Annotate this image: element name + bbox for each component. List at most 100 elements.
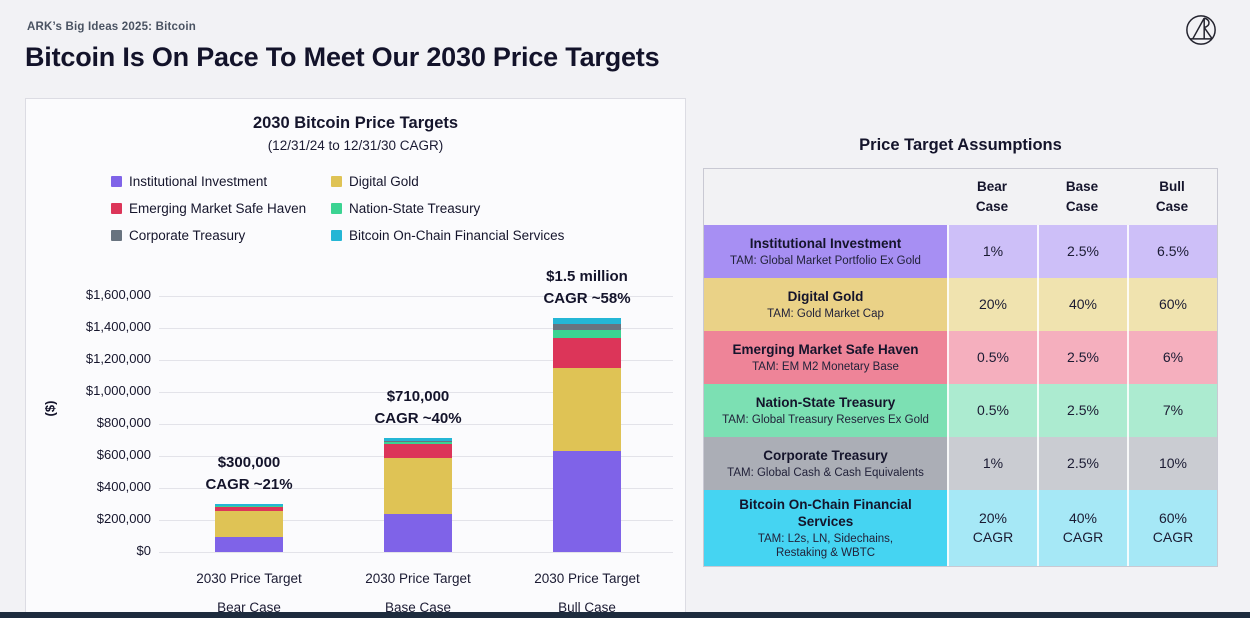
gridline	[159, 552, 673, 553]
bar-segment	[553, 329, 621, 338]
row-tam: TAM: Global Treasury Reserves Ex Gold	[722, 414, 929, 426]
plot-area: $1,600,000 $1,400,000 $1,200,000 $1,000,000…	[86, 268, 673, 615]
legend-item: Nation-State Treasury	[331, 201, 564, 216]
breadcrumb: ARK’s Big Ideas 2025: Bitcoin	[27, 21, 196, 33]
legend-label: Emerging Market Safe Haven	[129, 201, 307, 216]
page-title: Bitcoin Is On Pace To Meet Our 2030 Pric…	[25, 42, 660, 72]
bar-segment	[553, 368, 621, 452]
bar-segment	[384, 438, 452, 442]
column-header: Bear Case	[975, 179, 1009, 214]
footer-bar	[0, 612, 1250, 618]
row-tam: TAM: Global Market Portfolio Ex Gold	[730, 255, 921, 267]
bar-segment	[384, 441, 452, 445]
legend-swatch-icon	[111, 176, 122, 187]
assumptions-panel: Price Target Assumptions Bear Case Base C…	[703, 136, 1218, 567]
value-cell: 2.5%	[1037, 331, 1127, 384]
table-title: Price Target Assumptions	[859, 136, 1062, 154]
y-tick-label: $1,000,000	[85, 383, 151, 398]
row-name: Emerging Market Safe Haven	[732, 342, 919, 357]
bar-segment	[553, 323, 621, 330]
stacked-bar-bear-case	[215, 504, 283, 552]
bar-annotation: $300,000 CAGR ~21%	[164, 452, 334, 496]
annotation-total: $710,000	[386, 388, 450, 406]
row-name: Nation-State Treasury	[755, 395, 896, 410]
legend-swatch-icon	[111, 230, 122, 241]
y-tick-label: $200,000	[96, 511, 151, 526]
row-label-cell: Bitcoin On-Chain Financial Services TAM: …	[704, 490, 947, 566]
y-tick-label: $1,400,000	[85, 319, 151, 334]
row-name: Institutional Investment	[749, 236, 902, 251]
y-tick-label: $600,000	[96, 447, 151, 462]
value-cell: 2.5%	[1037, 225, 1127, 278]
value-cell: 0.5%	[947, 331, 1037, 384]
value-cell: 2.5%	[1037, 384, 1127, 437]
annotation-cagr: CAGR ~40%	[374, 410, 462, 428]
table-header-row: Bear Case Base Case Bull Case	[704, 169, 1217, 225]
row-label-cell: Institutional Investment TAM: Global Mark…	[704, 225, 947, 278]
y-tick-label: $1,600,000	[85, 287, 151, 302]
bar-segment	[553, 337, 621, 369]
bar-segment	[215, 505, 283, 507]
chart-panel: 2030 Bitcoin Price Targets (12/31/24 to …	[25, 98, 686, 618]
stacked-bar-base-case	[384, 438, 452, 552]
x-axis-label-line1: 2030 Price Target	[365, 571, 471, 586]
row-label-cell: Digital Gold TAM: Gold Market Cap	[704, 278, 947, 331]
bar-segment	[384, 444, 452, 458]
table-row: Bitcoin On-Chain Financial Services TAM: …	[704, 490, 1217, 566]
value-cell: 6.5%	[1127, 225, 1217, 278]
value-cell: 2.5%	[1037, 437, 1127, 490]
annotation-cagr: CAGR ~21%	[205, 476, 293, 493]
value-cell: 40%	[1037, 278, 1127, 331]
x-axis-label: 2030 Price Target Bear Case	[164, 564, 334, 618]
y-tick-label: $800,000	[96, 415, 151, 430]
bar-segment	[553, 318, 621, 324]
x-axis-label-line1: 2030 Price Target	[196, 571, 302, 586]
value-cell: 40% CAGR	[1037, 490, 1127, 566]
chart-subtitle: (12/31/24 to 12/31/30 CAGR)	[267, 138, 444, 153]
bar-segment	[215, 504, 283, 506]
row-label-cell: Corporate Treasury TAM: Global Cash & Cas…	[704, 437, 947, 490]
legend-item: Emerging Market Safe Haven	[111, 201, 331, 216]
column-header: Base Case	[1065, 179, 1099, 214]
row-name: Digital Gold	[787, 289, 864, 304]
gridline	[159, 360, 673, 361]
bar-segment	[553, 451, 621, 552]
bar-segment	[384, 457, 452, 514]
gridline	[159, 328, 673, 329]
value-cell: 1%	[947, 225, 1037, 278]
row-tam: TAM: Gold Market Cap	[767, 308, 884, 320]
legend-label: Nation-State Treasury	[349, 201, 481, 216]
legend-item: Corporate Treasury	[111, 228, 331, 243]
table-row: Corporate Treasury TAM: Global Cash & Cas…	[704, 437, 1217, 490]
value-cell: 0.5%	[947, 384, 1037, 437]
bar-segment	[215, 507, 283, 511]
legend-item: Institutional Investment	[111, 174, 331, 189]
row-tam: TAM: Global Cash & Cash Equivalents	[727, 467, 924, 479]
bar-segment	[215, 510, 283, 537]
legend-item: Bitcoin On-Chain Financial Services	[331, 228, 564, 243]
column-header-spacer	[704, 169, 947, 225]
table-row: Institutional Investment TAM: Global Mark…	[704, 225, 1217, 278]
stacked-bar-bull-case	[553, 318, 621, 552]
x-axis-label-line2: Bull Case	[558, 600, 616, 615]
x-axis-label-line2: Base Case	[384, 600, 452, 615]
value-cell: 20%	[947, 278, 1037, 331]
row-name: Bitcoin On-Chain Financial Services	[739, 497, 912, 529]
chart-title: 2030 Bitcoin Price Targets	[252, 114, 459, 132]
value-cell: 7%	[1127, 384, 1217, 437]
row-tam: TAM: L2s, LN, Sidechains, Restaking & WB…	[757, 533, 894, 559]
row-label-cell: Nation-State Treasury TAM: Global Treasur…	[704, 384, 947, 437]
y-tick-label: $0	[136, 543, 151, 558]
bar-segment	[384, 441, 452, 442]
legend-item: Digital Gold	[331, 174, 564, 189]
bar-segment	[215, 506, 283, 508]
value-cell: 10%	[1127, 437, 1217, 490]
assumptions-table: Bear Case Base Case Bull Case Institutional…	[703, 168, 1218, 567]
y-tick-label: $1,200,000	[85, 351, 151, 366]
row-label-cell: Emerging Market Safe Haven TAM: EM M2 Mon…	[704, 331, 947, 384]
value-cell: 6%	[1127, 331, 1217, 384]
annotation-cagr: CAGR ~58%	[543, 290, 631, 308]
table-row: Digital Gold TAM: Gold Market Cap 20% 40% 60…	[704, 278, 1217, 331]
legend-label: Digital Gold	[349, 174, 419, 189]
bar-annotation: $1.5 million CAGR ~58%	[502, 266, 672, 310]
